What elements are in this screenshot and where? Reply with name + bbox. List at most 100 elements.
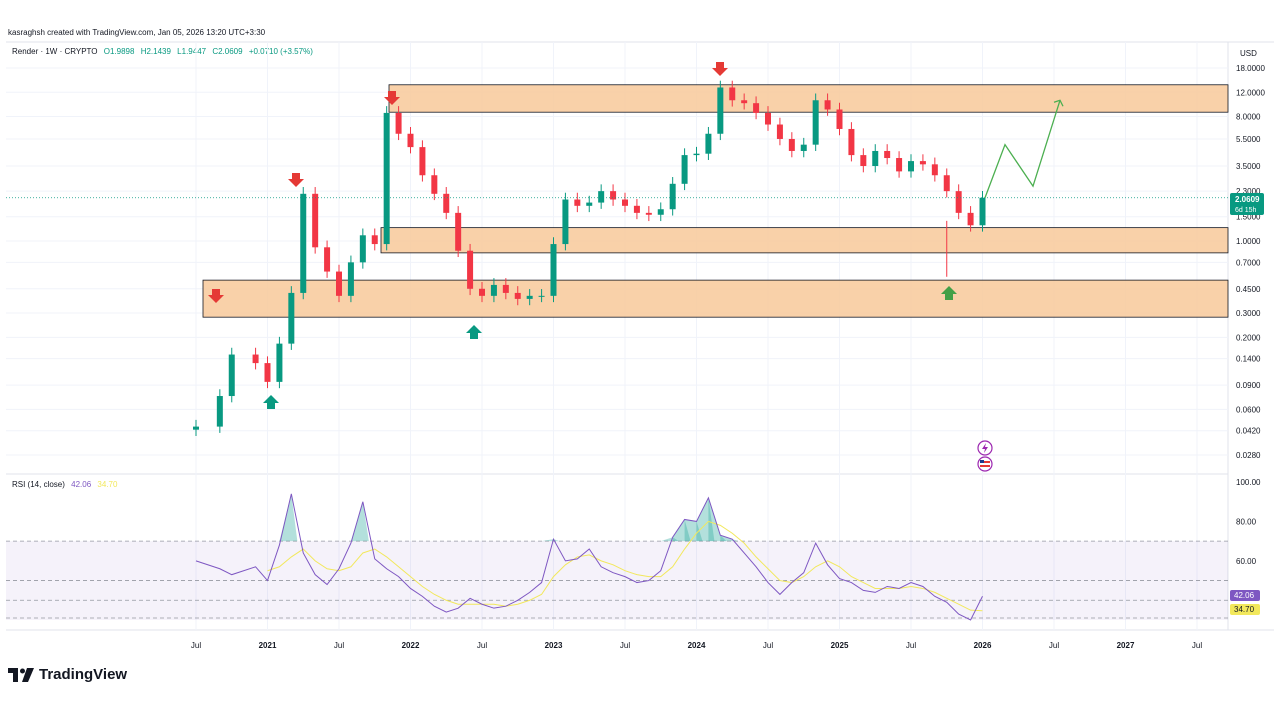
high-value: H2.1439: [140, 47, 171, 56]
price-tick-label: 1.0000: [1236, 237, 1261, 246]
candle-body: [479, 288, 485, 296]
time-tick-label: Jul: [334, 641, 344, 650]
time-tick-label: Jul: [191, 641, 201, 650]
price-tick-label: 0.0420: [1236, 427, 1261, 436]
low-value: L1.9447: [177, 47, 207, 56]
candle-body: [896, 158, 903, 172]
candle-body: [502, 284, 509, 293]
rsi-overbought-fill: [350, 501, 369, 542]
price-tick-label: 0.7000: [1236, 258, 1261, 267]
price-tick-label: 18.0000: [1236, 64, 1265, 73]
candle-body: [729, 87, 736, 101]
candle-body: [919, 161, 926, 165]
us-flag-icon[interactable]: [977, 456, 993, 472]
candle-body: [455, 212, 462, 251]
tv-logo-icon: [8, 667, 34, 682]
candle-body: [407, 133, 414, 148]
rsi-ma-badge: 34.70: [1234, 605, 1255, 614]
candle-body: [800, 144, 807, 151]
candle-body: [300, 193, 307, 293]
candle-body: [574, 199, 581, 206]
badge-price: 2.0609: [1235, 195, 1260, 204]
time-tick-label: Jul: [1192, 641, 1202, 650]
candle-body: [693, 153, 700, 156]
candle-body: [216, 396, 223, 427]
candle-body: [467, 250, 474, 289]
price-tick-label: 1.5000: [1236, 213, 1261, 222]
brand-name: TradingView: [39, 666, 128, 683]
candle-body: [252, 354, 259, 364]
up-arrow-icon: [263, 395, 279, 409]
rsi-ma-value: 34.70: [97, 480, 118, 489]
candle-body: [228, 354, 235, 397]
candle-body: [443, 193, 450, 213]
candle-body: [967, 212, 974, 226]
candle-body: [908, 161, 914, 172]
rsi-label[interactable]: RSI (14, close): [12, 480, 65, 489]
price-tick-label: 0.0900: [1236, 381, 1261, 390]
event-icons: [977, 440, 993, 472]
candle-body: [979, 197, 986, 226]
candle-body: [586, 202, 593, 206]
support-resistance-zones: [202, 84, 1229, 318]
time-tick-label: Jul: [1049, 641, 1059, 650]
rsi-line: [195, 493, 983, 621]
candle-body: [514, 292, 521, 299]
candle-body: [276, 343, 283, 382]
time-tick-label: Jul: [477, 641, 487, 650]
rsi-overbought-fill: [720, 535, 739, 542]
price-chart[interactable]: 18.0000 12.0000 8.0000 5.5000 3.5000 2.3000 1.…: [0, 0, 1280, 660]
tradingview-logo[interactable]: TradingView: [8, 666, 127, 683]
time-axis: Jul 2021 Jul 2022 Jul 2023 Jul 2024 Jul 2025 Jul 20…: [191, 641, 1202, 650]
zone-box: [202, 279, 1229, 318]
attribution: kasraghsh created with TradingView.com, …: [8, 28, 266, 37]
candle-body: [359, 235, 366, 263]
symbol-label[interactable]: Render · 1W · CRYPTO: [12, 47, 98, 56]
rsi-value: 42.06: [71, 480, 92, 489]
rsi-overbought-fill: [696, 497, 715, 542]
time-tick-label: 2023: [545, 641, 563, 650]
candle-body: [193, 426, 199, 430]
up-arrow-icon: [466, 325, 482, 339]
time-tick-label: 2026: [974, 641, 992, 650]
time-tick-label: 2022: [402, 641, 420, 650]
candle-body: [788, 138, 795, 151]
price-badge: 2.0609 6d 15h: [1230, 193, 1264, 215]
price-tick-label: 12.0000: [1236, 88, 1265, 97]
candle-body: [312, 193, 319, 248]
candle-body: [395, 112, 402, 134]
rsi-overbought-fill: [672, 519, 691, 542]
candle-body: [371, 235, 378, 245]
candle-body: [610, 191, 617, 200]
candle-body: [657, 209, 664, 215]
projection-path: [984, 99, 1064, 198]
candles: [6, 80, 1228, 436]
time-tick-label: Jul: [763, 641, 773, 650]
rsi-overbought-fill: [279, 493, 298, 542]
time-tick-label: Jul: [906, 641, 916, 650]
price-tick-label: 5.5000: [1236, 135, 1261, 144]
currency-label: USD: [1240, 49, 1257, 58]
candle-body: [765, 112, 771, 125]
zone-box: [388, 84, 1229, 113]
candle-body: [705, 133, 712, 154]
rsi-pane: 100.00 80.00 60.00: [6, 478, 1261, 621]
down-arrow-icon: [288, 173, 304, 187]
candle-body: [526, 295, 533, 299]
rsi-badge: 42.06: [1234, 591, 1255, 600]
candle-body: [931, 164, 938, 176]
symbol-legend: Render · 1W · CRYPTO O1.9898 H2.1439 L1.…: [12, 47, 313, 56]
rsi-legend: RSI (14, close) 42.06 34.70: [12, 480, 117, 489]
markers: [208, 62, 957, 409]
candle-body: [562, 199, 569, 245]
candle-body: [645, 212, 652, 215]
candle-body: [717, 87, 724, 134]
close-value: C2.0609: [212, 47, 243, 56]
candle-body: [336, 271, 342, 296]
candle-body: [598, 191, 605, 203]
rsi-overbought-fill: [708, 497, 727, 542]
rsi-overbought-fill: [660, 537, 679, 542]
candle-body: [884, 150, 891, 159]
price-tick-label: 2.3000: [1236, 187, 1261, 196]
candle-body: [776, 124, 783, 139]
